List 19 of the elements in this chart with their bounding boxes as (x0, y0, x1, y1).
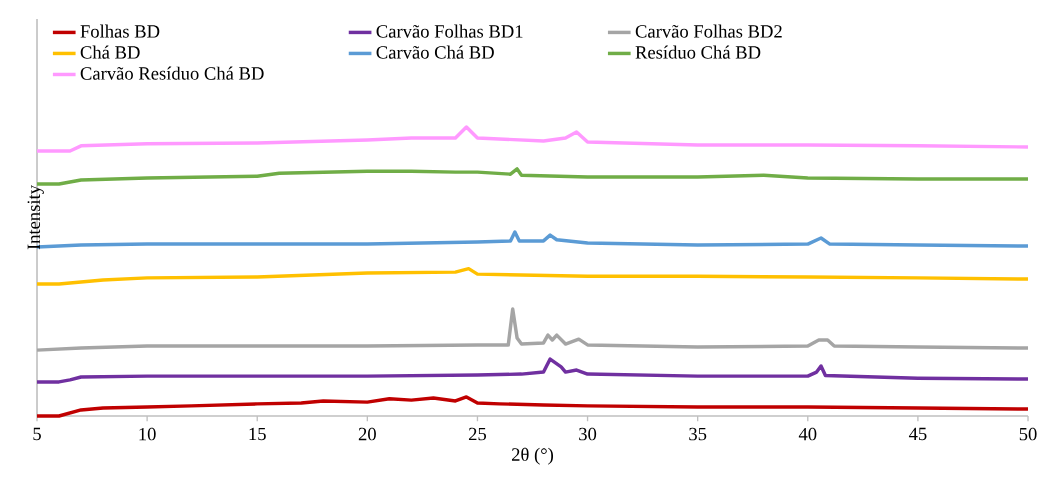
x-tick-label: 5 (33, 427, 41, 441)
y-axis-title: Intensity (27, 185, 44, 250)
x-tick-label: 20 (358, 427, 376, 441)
x-tick-label: 40 (798, 427, 817, 441)
legend-label: Folhas BD (80, 24, 160, 38)
x-axis-title: 2θ (°) (511, 447, 554, 465)
legend-label: Carvão Folhas BD1 (376, 24, 523, 38)
legend-label: Carvão Folhas BD2 (635, 24, 782, 38)
legend-label: Chá BD (80, 45, 140, 59)
x-tick-label: 10 (139, 427, 156, 441)
legend-label: Resíduo Chá BD (635, 45, 761, 59)
x-tick-label: 35 (689, 427, 707, 441)
x-tick-label: 50 (1019, 427, 1037, 441)
legend-label: Carvão Resíduo Chá BD (80, 66, 264, 80)
x-tick-label: 15 (249, 427, 266, 441)
x-tick-label: 30 (579, 427, 597, 441)
legend-label: Carvão Chá BD (376, 45, 494, 59)
x-tick-label: 45 (908, 427, 927, 441)
x-tick-label: 25 (468, 427, 487, 441)
